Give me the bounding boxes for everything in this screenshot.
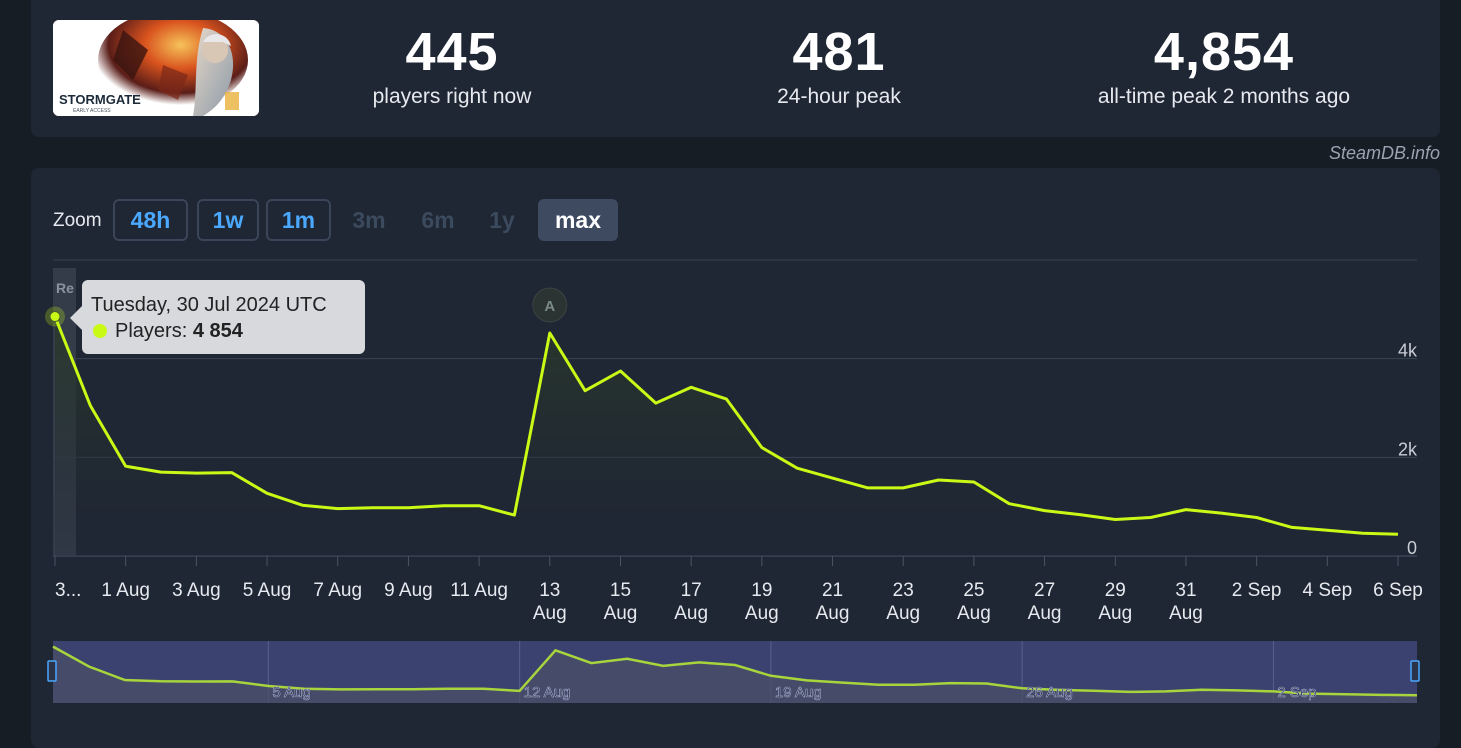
navigator-right-handle[interactable] bbox=[1410, 660, 1420, 682]
game-logo: STORMGATE bbox=[59, 92, 141, 107]
annotation-flags: A bbox=[532, 287, 568, 323]
x-tick-label: 25 bbox=[963, 580, 984, 601]
game-thumbnail[interactable]: STORMGATE EARLY ACCESS bbox=[53, 20, 259, 116]
current-players-label: players right now bbox=[372, 85, 532, 108]
x-tick-label-line2: Aug bbox=[604, 603, 638, 624]
x-tick-label-line2: Aug bbox=[1098, 603, 1132, 624]
navigator-labels: 5 Aug 12 Aug 19 Aug 26 Aug 2 Sep bbox=[272, 684, 1317, 702]
x-tick-label: 21 bbox=[822, 580, 843, 601]
game-art-image: STORMGATE EARLY ACCESS bbox=[53, 20, 259, 116]
tooltip-series-label: Players: bbox=[115, 320, 188, 342]
tooltip-date: Tuesday, 30 Jul 2024 UTC bbox=[91, 294, 327, 316]
x-tick-label-line2: Aug bbox=[816, 603, 850, 624]
x-tick-label: 7 Aug bbox=[313, 580, 362, 601]
navigator-label: 26 Aug bbox=[1026, 684, 1073, 701]
data-point bbox=[49, 311, 61, 323]
navigator-line bbox=[52, 645, 1418, 697]
navigator-label: 19 Aug bbox=[775, 684, 822, 701]
x-tick-label: 5 Aug bbox=[243, 580, 292, 601]
navigator-left-handle[interactable] bbox=[47, 660, 57, 682]
navigator-area bbox=[53, 646, 1417, 703]
x-tick-label-line2: Aug bbox=[745, 603, 779, 624]
x-tick-label: 31 bbox=[1175, 580, 1196, 601]
zoom-1m-button[interactable]: 1m bbox=[266, 199, 331, 241]
chart-tooltip: Tuesday, 30 Jul 2024 UTC Players: 4 854 bbox=[70, 280, 365, 354]
x-tick-label: 2 Sep bbox=[1232, 580, 1282, 601]
y-tick-label: 4k bbox=[1398, 341, 1418, 361]
x-tick-label: 27 bbox=[1034, 580, 1055, 601]
x-tick-label: 3... bbox=[55, 580, 81, 601]
x-tick-label-line2: Aug bbox=[1028, 603, 1062, 624]
series-dot-icon bbox=[93, 324, 107, 338]
x-tick-label: 3 Aug bbox=[172, 580, 221, 601]
tooltip-value: 4 854 bbox=[192, 320, 243, 342]
peak-24h-value: 481 bbox=[792, 22, 886, 82]
x-tick-label: 1 Aug bbox=[101, 580, 150, 601]
peak-24h-label: 24-hour peak bbox=[777, 85, 901, 108]
y-axis-ticks: 0 2k 4k bbox=[1398, 341, 1418, 558]
players-area bbox=[55, 316, 1398, 556]
zoom-max-button[interactable]: max bbox=[538, 199, 618, 241]
annotation-flag-circle bbox=[532, 287, 568, 323]
x-tick-label: 13 bbox=[539, 580, 560, 601]
x-tick-label-line2: Aug bbox=[886, 603, 920, 624]
x-tick-label: 4 Sep bbox=[1302, 580, 1352, 601]
zoom-6m-button: 6m bbox=[408, 199, 468, 241]
zoom-1y-button: 1y bbox=[477, 199, 527, 241]
y-tick-label: 2k bbox=[1398, 439, 1418, 459]
y-tick-label: 0 bbox=[1407, 538, 1417, 558]
x-tick-label-line2: Aug bbox=[533, 603, 567, 624]
x-tick-label-line2: Aug bbox=[674, 603, 708, 624]
stat-24h-peak: 481 24-hour peak bbox=[649, 20, 1029, 110]
tooltip-row: Players: 4 854 bbox=[91, 318, 365, 344]
stats-card: STORMGATE EARLY ACCESS 445 players right… bbox=[31, 0, 1440, 137]
zoom-3m-button: 3m bbox=[339, 199, 399, 241]
x-tick-label: 19 bbox=[751, 580, 772, 601]
annotation-flag-label: A bbox=[544, 298, 555, 315]
zoom-1w-button[interactable]: 1w bbox=[197, 199, 259, 241]
navigator-label: 12 Aug bbox=[524, 684, 571, 701]
x-tick-label-line2: Aug bbox=[957, 603, 991, 624]
alltime-peak-label: all-time peak 2 months ago bbox=[1097, 85, 1351, 108]
steamdb-credit-link[interactable]: SteamDB.info bbox=[1328, 143, 1440, 163]
player-count-chart[interactable]: Re 0 2k 4k 3... 1 Aug 3 Aug 5 Aug 7 Aug 9 Aug 11… bbox=[0, 0, 1461, 732]
x-tick-label: 6 Sep bbox=[1373, 580, 1423, 601]
game-logo-subtitle: EARLY ACCESS bbox=[73, 108, 111, 114]
x-tick-label: 23 bbox=[893, 580, 914, 601]
x-tick-label: 9 Aug bbox=[384, 580, 433, 601]
data-points bbox=[45, 306, 65, 327]
x-tick-label: 15 bbox=[610, 580, 631, 601]
x-tick-label-line2: Aug bbox=[1169, 603, 1203, 624]
navigator-label: 2 Sep bbox=[1277, 684, 1316, 701]
current-players-value: 445 bbox=[405, 22, 499, 82]
zoom-48h-button[interactable]: 48h bbox=[113, 199, 188, 241]
x-tick-label: 29 bbox=[1105, 580, 1126, 601]
players-line bbox=[53, 315, 1399, 536]
release-band-label: Re bbox=[56, 280, 74, 296]
stat-current-players: 445 players right now bbox=[262, 20, 642, 110]
hover-halo bbox=[45, 306, 65, 327]
stat-alltime-peak: 4,854 all-time peak 2 months ago bbox=[1034, 20, 1414, 110]
x-tick-label: 17 bbox=[681, 580, 702, 601]
zoom-label: Zoom bbox=[53, 210, 102, 231]
x-axis-ticks: 3... 1 Aug 3 Aug 5 Aug 7 Aug 9 Aug 11 Aug 13Aug… bbox=[54, 556, 1423, 624]
navigator-label: 5 Aug bbox=[272, 684, 310, 701]
alltime-peak-value: 4,854 bbox=[1153, 22, 1295, 82]
x-tick-label: 11 Aug bbox=[450, 580, 508, 601]
